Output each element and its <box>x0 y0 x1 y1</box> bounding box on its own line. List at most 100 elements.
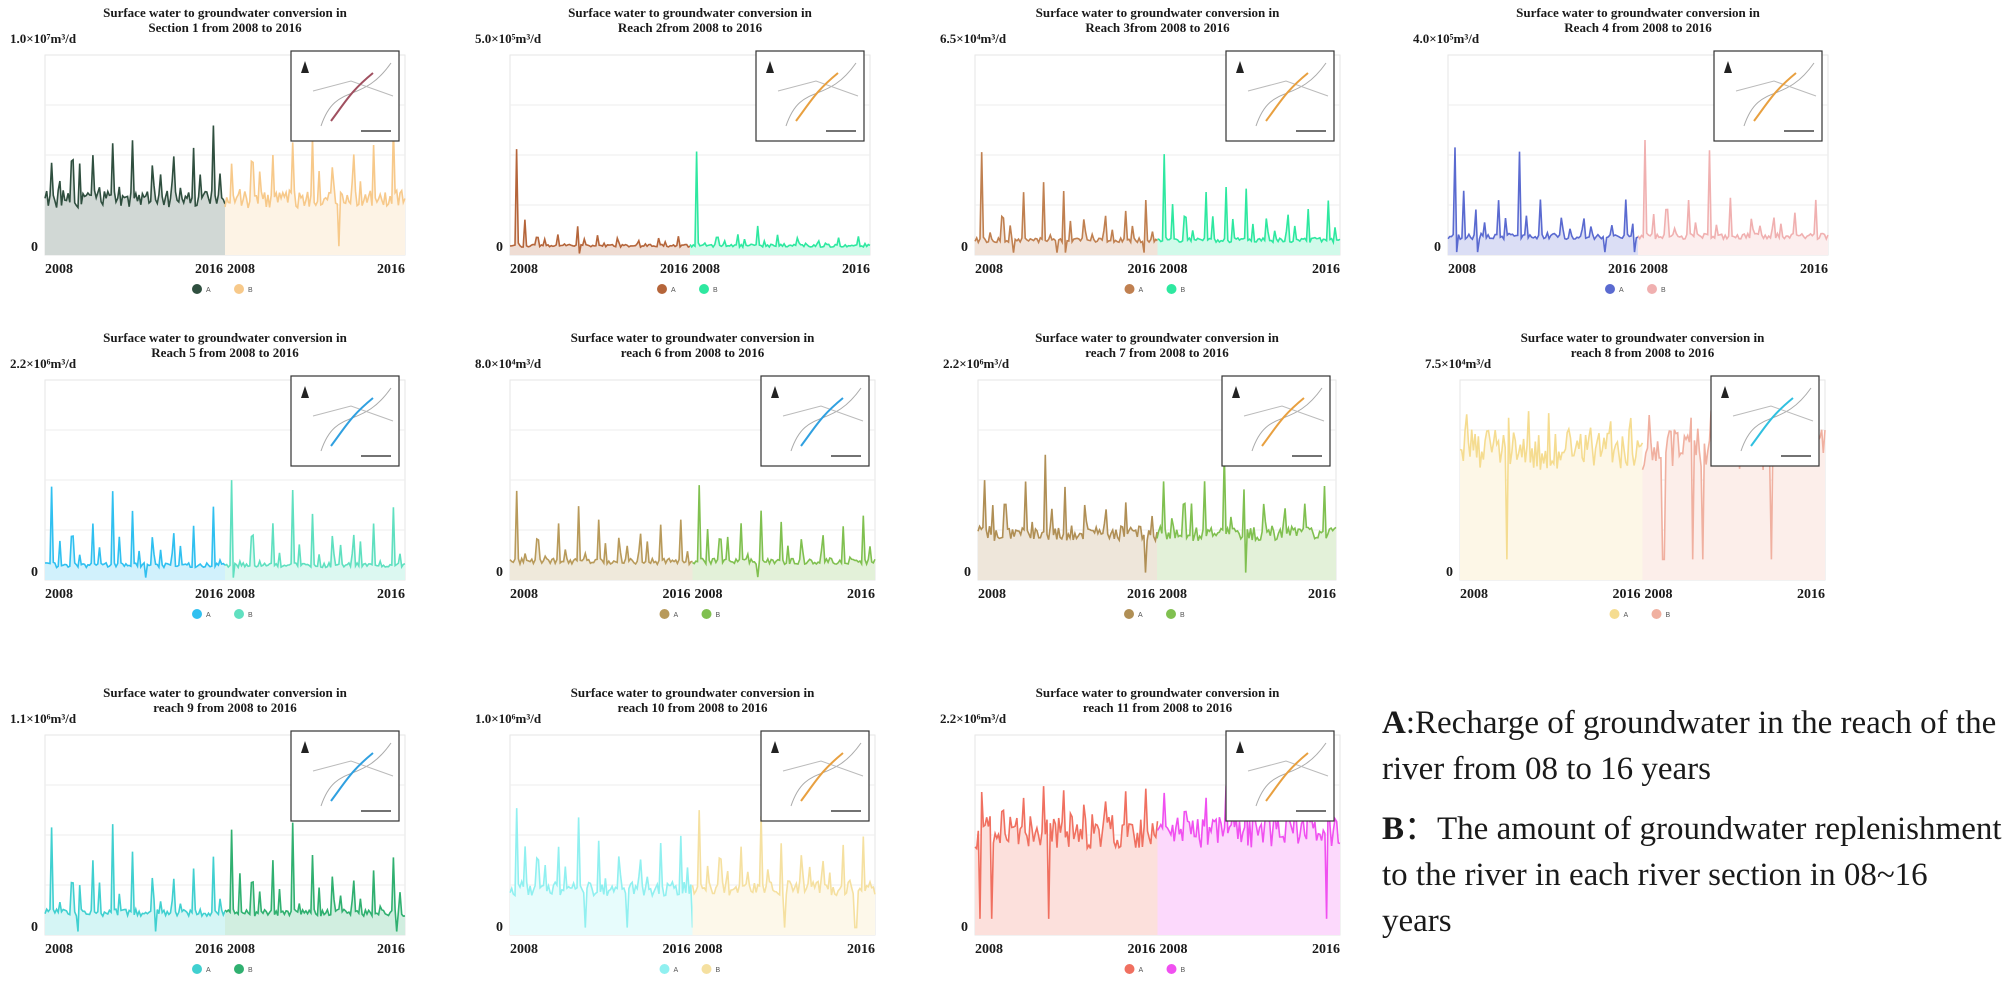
x-tick-start-a: 2008 <box>510 942 538 957</box>
chart-panel-4: Surface water to groundwater conversion … <box>1413 5 1829 294</box>
map-river-reach <box>800 397 844 447</box>
north-arrow-icon <box>771 386 779 398</box>
north-arrow-icon <box>301 741 309 753</box>
map-boundary <box>782 405 864 422</box>
legend-dot-B <box>234 284 244 294</box>
legend-dot-B <box>1166 284 1177 294</box>
legend-dot-A <box>192 284 202 294</box>
x-tick-start-a: 2008 <box>510 587 538 602</box>
map-river-reach <box>1753 72 1797 122</box>
legend-a-entry: A:Recharge of groundwater in the reach o… <box>1382 700 2002 792</box>
legend-dot-A <box>1605 284 1615 294</box>
series-A-area <box>510 490 693 580</box>
x-tick-end-b: 2016 <box>1312 942 1340 957</box>
map-inset <box>290 50 400 142</box>
legend-a-text: :Recharge of groundwater in the reach of… <box>1382 705 1997 787</box>
north-arrow-icon <box>1724 61 1732 73</box>
chart-title: Surface water to groundwater conversion … <box>568 5 813 35</box>
x-tick-start-b: 2008 <box>695 587 723 602</box>
x-tick-end-a: 2016 <box>1608 262 1636 277</box>
legend-label-A: A <box>1624 612 1629 619</box>
legend-label-A: A <box>1139 967 1144 974</box>
y-tick-zero: 0 <box>31 565 38 580</box>
legend-dot-A <box>1124 964 1135 974</box>
x-tick-end-a: 2016 <box>663 942 691 957</box>
y-tick-zero: 0 <box>961 920 968 935</box>
legend-b-entry: B：The amount of groundwater replenishmen… <box>1382 806 2002 944</box>
series-A-line <box>509 149 691 254</box>
series-B-line <box>224 126 406 247</box>
legend-dot-B <box>1647 284 1657 294</box>
y-tick-zero: 0 <box>496 240 503 255</box>
north-arrow-icon <box>766 61 774 73</box>
y-axis-label: 2.2×10⁶m³/d <box>10 356 77 371</box>
legend-b-key: B <box>1382 811 1405 847</box>
legend-label-A: A <box>674 612 679 619</box>
series-B-line <box>691 810 876 929</box>
legend-dot-B <box>701 964 712 974</box>
north-arrow-icon <box>1721 386 1729 398</box>
series-A-line <box>977 454 1158 573</box>
legend-label-B: B <box>1181 287 1186 294</box>
y-axis-label: 2.2×10⁶m³/d <box>940 711 1007 726</box>
map-river-reach <box>330 72 374 122</box>
legend-label-B: B <box>1666 612 1671 619</box>
map-inset <box>1710 375 1820 467</box>
series-A-line <box>974 152 1159 253</box>
y-tick-zero: 0 <box>1446 565 1453 580</box>
y-tick-zero: 0 <box>31 240 38 255</box>
x-tick-start-b: 2008 <box>1645 587 1673 602</box>
map-inset <box>290 375 400 467</box>
chart-panel-9: Surface water to groundwater conversion … <box>10 685 406 974</box>
legend-label-A: A <box>1138 612 1143 619</box>
x-tick-start-b: 2008 <box>1640 262 1668 277</box>
x-tick-start-b: 2008 <box>692 262 720 277</box>
legend-label-B: B <box>716 612 721 619</box>
series-A-line <box>1447 147 1639 253</box>
legend-label-A: A <box>206 967 211 974</box>
x-tick-end-b: 2016 <box>847 942 875 957</box>
series-B-area <box>692 485 875 580</box>
legend-label-B: B <box>713 287 718 294</box>
series-B-line <box>224 822 406 932</box>
map-river-reach <box>330 752 374 802</box>
legend-dot-A <box>657 284 667 294</box>
chart-panel-7: Surface water to groundwater conversion … <box>943 330 1337 619</box>
map-inset <box>760 730 870 822</box>
series-A-area <box>975 152 1158 255</box>
legend-dot-B <box>1166 609 1176 619</box>
chart-title: Surface water to groundwater conversion … <box>103 5 348 35</box>
chart-panel-3: Surface water to groundwater conversion … <box>940 5 1341 294</box>
map-boundary <box>312 80 394 97</box>
x-tick-end-b: 2016 <box>377 262 405 277</box>
chart-title: Surface water to groundwater conversion … <box>1036 5 1281 35</box>
map-boundary <box>777 80 859 97</box>
x-tick-end-a: 2016 <box>1128 942 1156 957</box>
series-B-area <box>1638 140 1828 255</box>
series-B-line <box>1156 453 1337 573</box>
map-boundary <box>1732 405 1814 422</box>
x-tick-start-b: 2008 <box>1159 587 1187 602</box>
y-tick-zero: 0 <box>496 565 503 580</box>
x-tick-end-a: 2016 <box>195 587 223 602</box>
series-B-area <box>1157 453 1336 580</box>
x-tick-end-b: 2016 <box>842 262 870 277</box>
legend-explanation: A:Recharge of groundwater in the reach o… <box>1382 700 2002 958</box>
legend-dot-A <box>1124 284 1135 294</box>
map-boundary <box>312 405 394 422</box>
map-inset <box>755 50 865 142</box>
series-B-line <box>692 485 876 578</box>
y-axis-label: 1.1×10⁶m³/d <box>10 711 77 726</box>
x-tick-end-a: 2016 <box>195 942 223 957</box>
x-tick-start-a: 2008 <box>1448 262 1476 277</box>
y-axis-label: 8.0×10⁴m³/d <box>475 356 542 371</box>
map-boundary <box>1243 405 1325 422</box>
x-tick-end-a: 2016 <box>1128 262 1156 277</box>
legend-dot-A <box>659 609 670 619</box>
x-tick-end-b: 2016 <box>1308 587 1336 602</box>
map-inset <box>1713 50 1823 142</box>
legend-a-key: A <box>1382 705 1406 741</box>
series-A-area <box>510 808 693 935</box>
legend-dot-A <box>1609 609 1620 619</box>
x-tick-start-a: 2008 <box>975 942 1003 957</box>
